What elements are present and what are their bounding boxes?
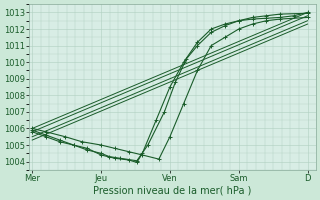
- X-axis label: Pression niveau de la mer( hPa ): Pression niveau de la mer( hPa ): [93, 186, 252, 196]
